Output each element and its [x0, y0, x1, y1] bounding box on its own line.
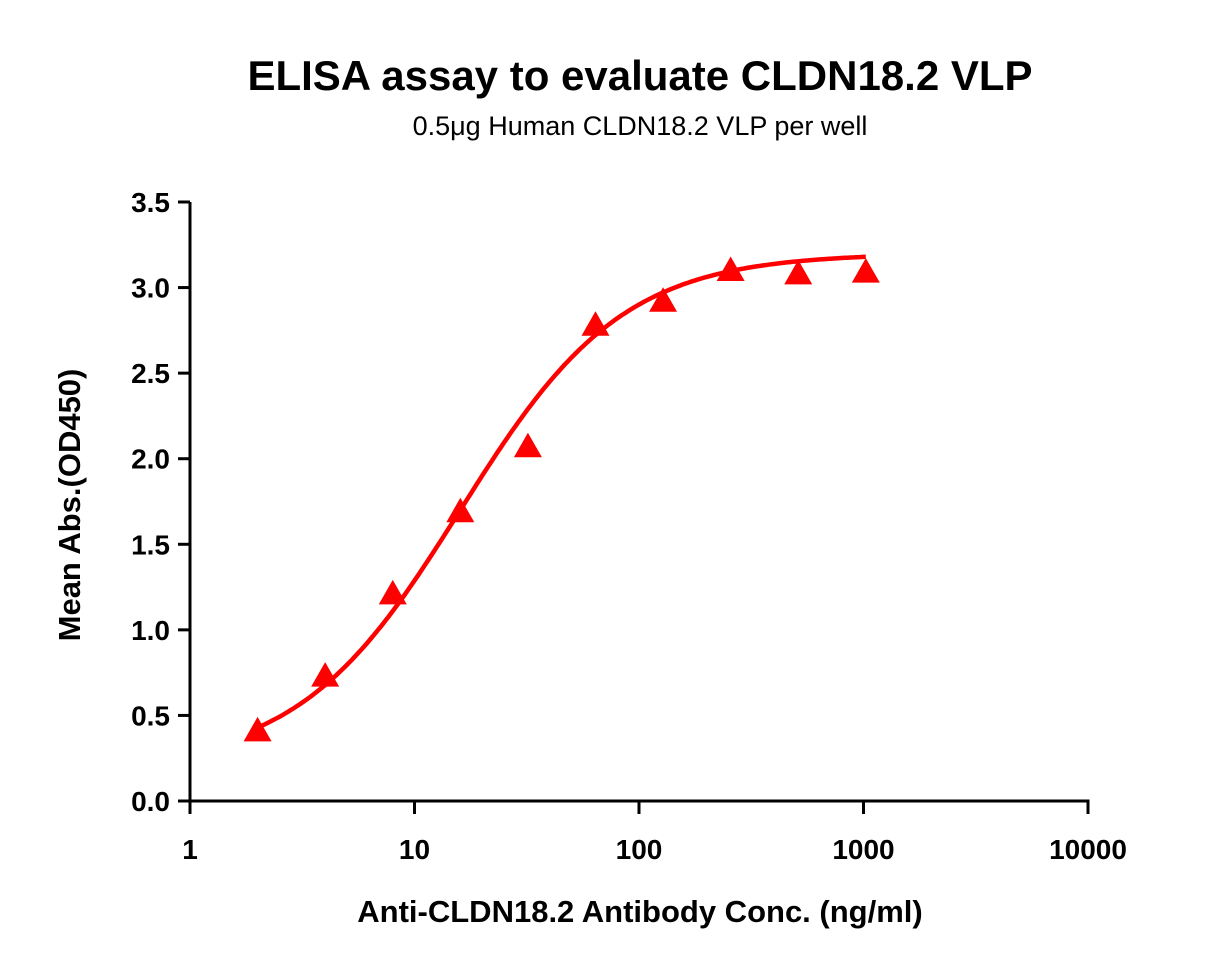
x-tick-label: 1 [182, 834, 198, 865]
y-tick-label: 3.0 [131, 273, 170, 304]
x-tick-label: 10000 [1049, 834, 1127, 865]
chart-title: ELISA assay to evaluate CLDN18.2 VLP [247, 52, 1032, 99]
x-tick-label: 100 [616, 834, 663, 865]
chart-subtitle: 0.5μg Human CLDN18.2 VLP per well [413, 111, 868, 141]
y-tick-label: 2.0 [131, 444, 170, 475]
data-point [311, 662, 340, 687]
axes: 0.0 0.5 1.0 1.5 2.0 2.5 3.0 3.5 1 10 100 1000 10000 [131, 187, 1127, 865]
fit-curve [256, 254, 866, 730]
y-tick-label: 3.5 [131, 187, 170, 218]
data-point [851, 258, 880, 283]
marks [243, 254, 880, 742]
data-point [513, 432, 542, 458]
data-point [378, 579, 407, 605]
y-axis-label: Mean Abs.(OD450) [52, 369, 87, 642]
data-point [243, 716, 272, 742]
data-point [446, 497, 475, 523]
y-tick-label: 1.5 [131, 529, 170, 560]
data-point [581, 311, 610, 336]
y-tick-label: 2.5 [131, 358, 170, 389]
data-point [649, 287, 678, 312]
x-axis-label: Anti-CLDN18.2 Antibody Conc. (ng/ml) [357, 894, 922, 929]
y-tick-label: 0.0 [131, 786, 170, 817]
y-tick-label: 0.5 [131, 700, 170, 731]
data-point [784, 259, 813, 285]
data-point [716, 256, 745, 281]
x-tick-label: 10 [399, 834, 430, 865]
y-tick-label: 1.0 [131, 615, 170, 646]
x-tick-label: 1000 [832, 834, 894, 865]
